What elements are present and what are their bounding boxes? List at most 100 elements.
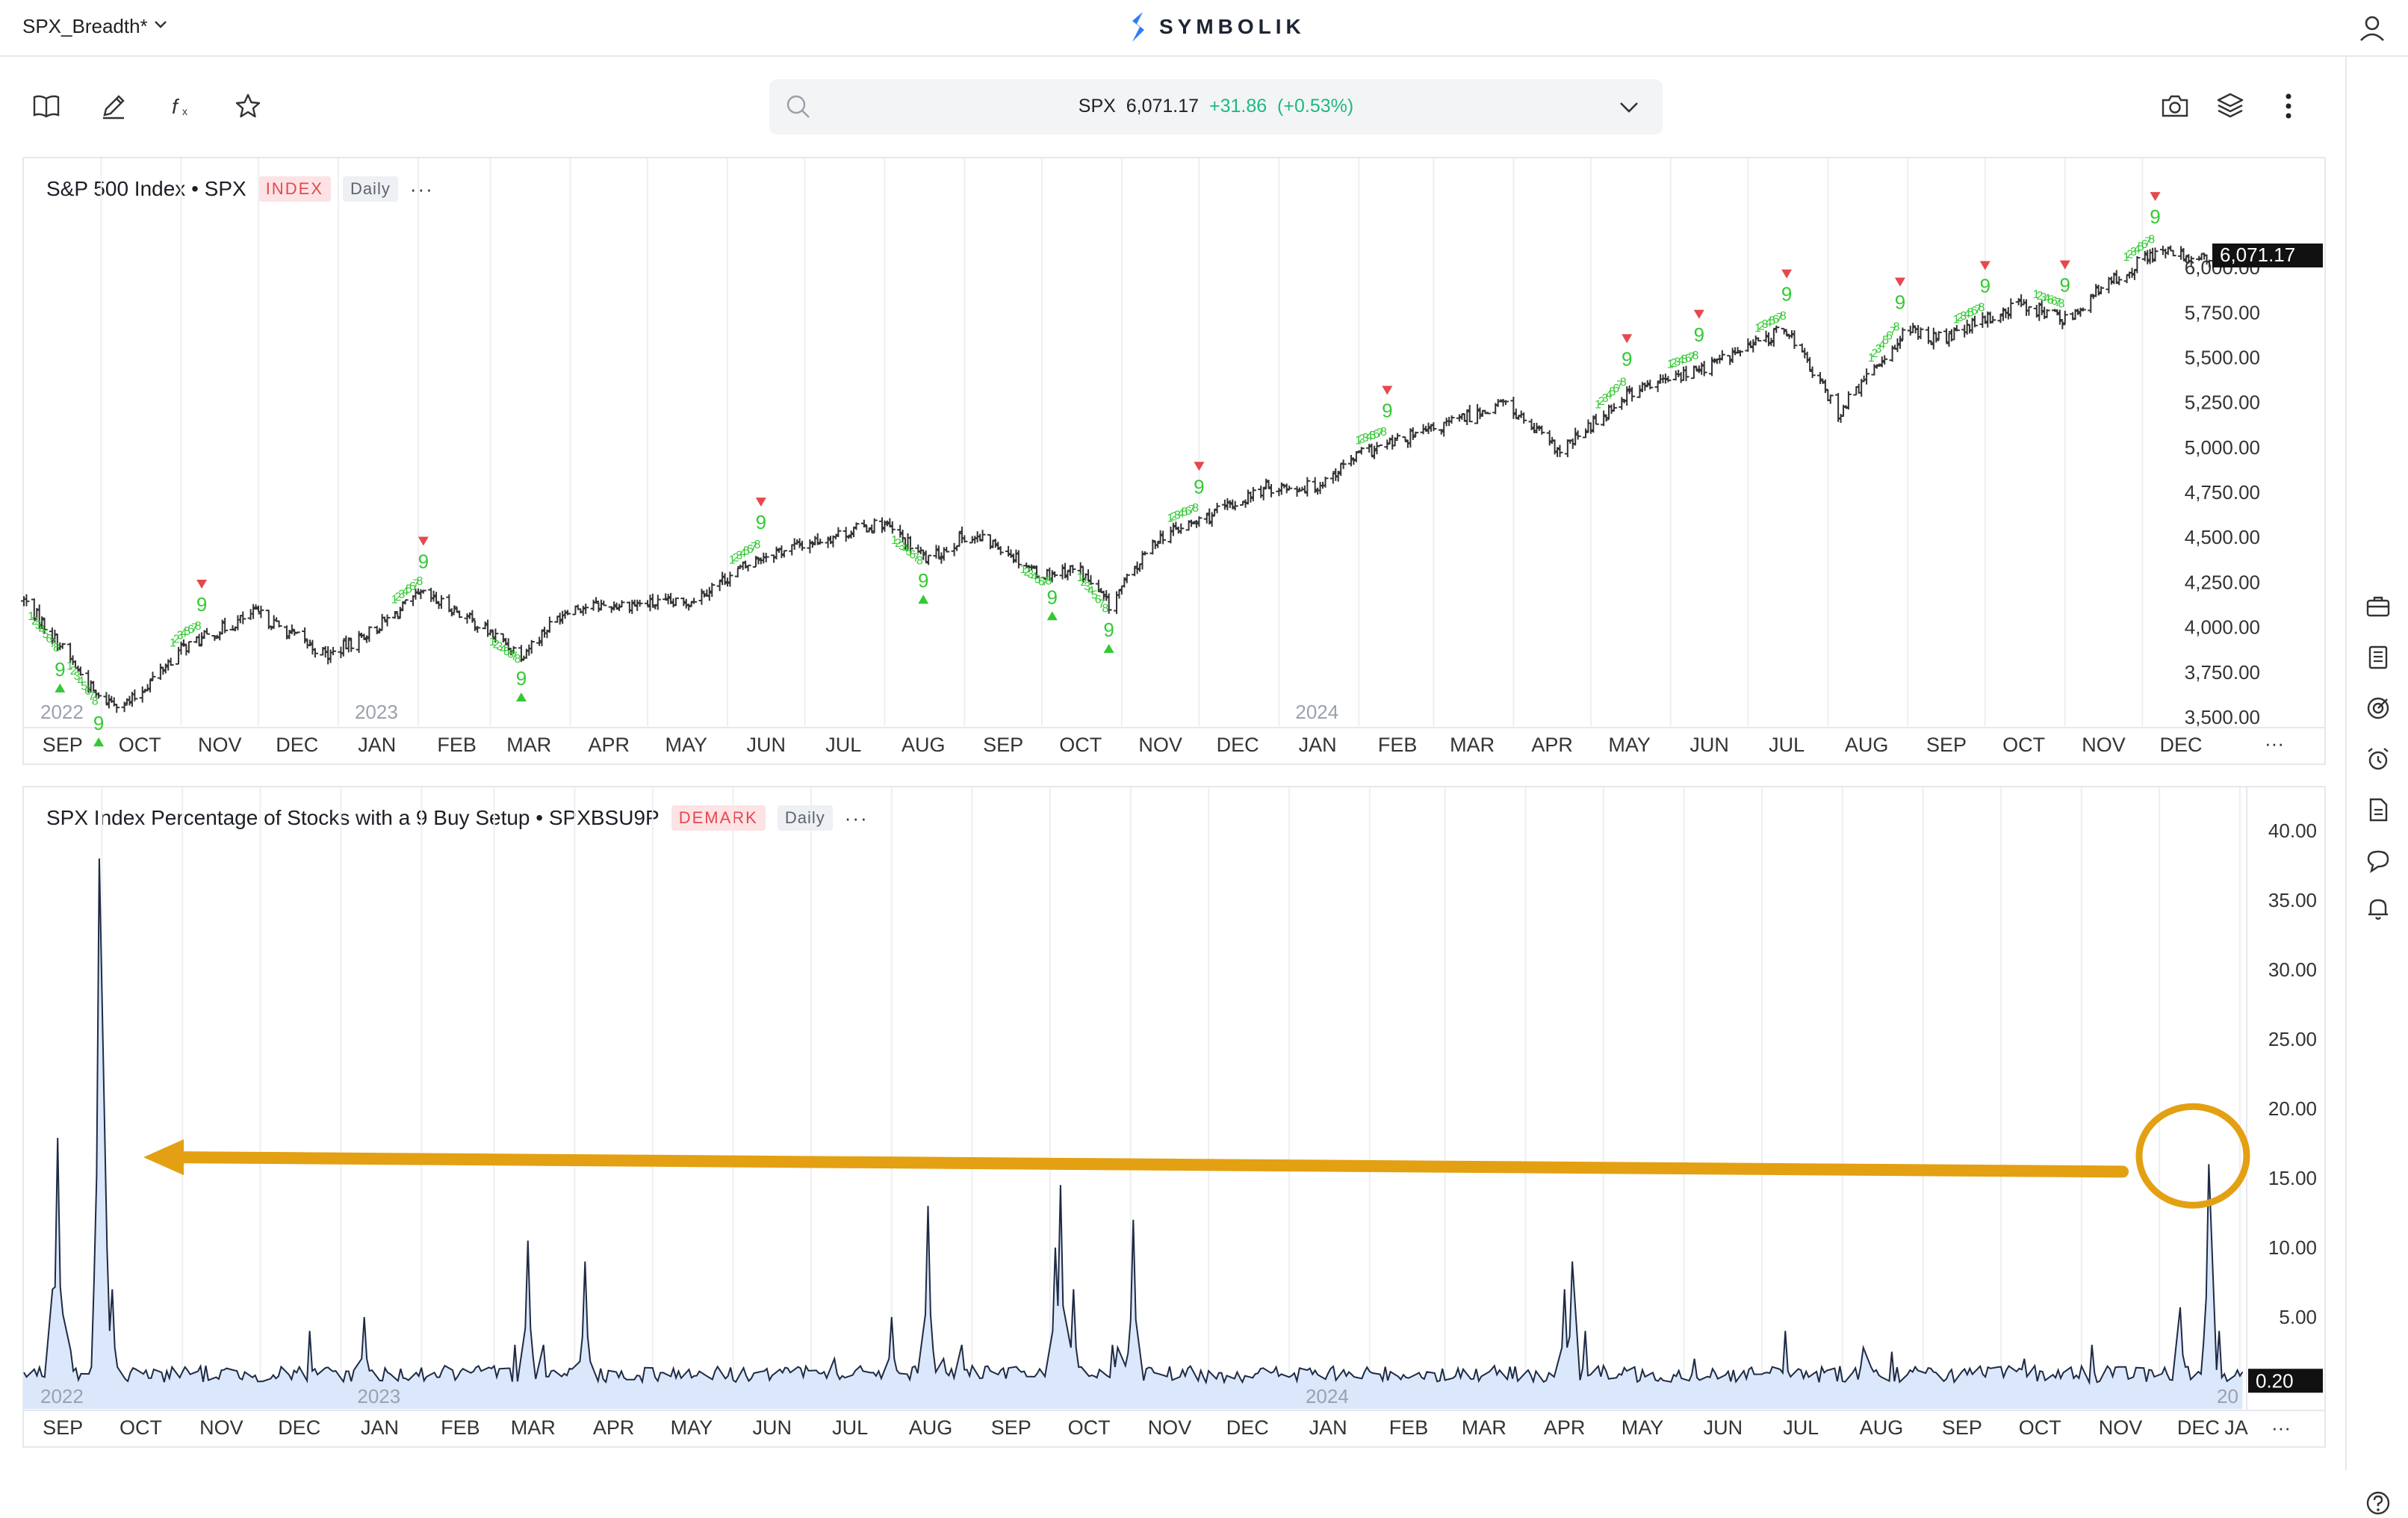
setup-count-label: 8	[754, 539, 761, 551]
last-price-label: 6,071.17	[2220, 244, 2295, 266]
setup-count-label: 8	[2058, 298, 2064, 311]
watchlist-button[interactable]	[230, 88, 266, 124]
setup-nine-label: 9	[418, 550, 429, 572]
month-tick-label: MAR	[1462, 1416, 1506, 1439]
indicator-button[interactable]: f x	[163, 88, 199, 124]
setup-count-label: 2	[493, 638, 500, 651]
snapshot-button[interactable]	[2157, 88, 2193, 124]
chevron-down-icon[interactable]	[1618, 96, 1640, 118]
demark-badge: DEMARK	[671, 805, 766, 831]
month-tick-label: OCT	[2002, 734, 2045, 756]
price-series[interactable]	[21, 245, 2212, 713]
breadth-chart-more-button[interactable]: ···	[844, 806, 869, 829]
setup-count-label: 5	[184, 625, 190, 638]
setup-count-label: 7	[88, 690, 95, 703]
sell-setup-marker	[1781, 269, 1793, 279]
setup-count-label: 6	[187, 624, 194, 636]
breadth-chart-title: SPX Index Percentage of Stocks with a 9 …	[46, 806, 660, 829]
notifications-button[interactable]	[2363, 893, 2393, 923]
setup-count-label: 3	[398, 589, 405, 601]
month-tick-label: SEP	[991, 1416, 1031, 1439]
price-chart-panel	[22, 157, 2326, 765]
setup-count-label: 6	[84, 685, 91, 698]
month-tick-label: JA	[2224, 1416, 2248, 1439]
book-button[interactable]	[28, 88, 64, 124]
year-label: 2024	[1295, 701, 1338, 723]
setup-count-label: 2	[173, 633, 180, 646]
setup-count-label: 1	[1167, 512, 1173, 524]
quote-display: SPX 6,071.17 +31.86 (+0.53%)	[769, 96, 1663, 117]
annotation-circle	[2135, 1103, 2250, 1209]
setup-count-label: 8	[1893, 320, 1900, 333]
setup-nine-label: 9	[2150, 205, 2160, 228]
chevron-down-icon[interactable]	[152, 16, 169, 33]
more-menu-button[interactable]	[2271, 88, 2306, 124]
month-tick-label: AUG	[1860, 1416, 1904, 1439]
setup-count-label: 2	[70, 665, 77, 678]
targets-button[interactable]	[2363, 693, 2393, 723]
buy-setup-marker	[1046, 611, 1058, 621]
svg-text:x: x	[182, 105, 187, 117]
setup-count-label: 5	[1882, 334, 1889, 347]
price-chart-more-button[interactable]: ···	[409, 177, 434, 200]
month-tick-label: JUL	[1783, 1416, 1819, 1439]
buy-setup-marker	[55, 683, 66, 693]
setup-count-label: 8	[1979, 302, 1985, 315]
notes-button[interactable]	[2363, 642, 2393, 672]
month-tick-label: JUN	[1689, 734, 1729, 756]
setup-count-label: 2	[895, 537, 902, 550]
draw-button[interactable]	[96, 88, 131, 124]
interval-badge[interactable]: Daily	[342, 176, 398, 202]
setup-count-label: 1	[1754, 322, 1761, 335]
setup-count-label: 6	[1772, 313, 1779, 326]
chat-button[interactable]	[2363, 846, 2393, 876]
quote-change-pct: (+0.53%)	[1277, 96, 1354, 117]
setup-count-label: 1	[1595, 398, 1601, 411]
setup-count-label: 7	[1776, 312, 1783, 324]
month-tick-label: NOV	[2099, 1416, 2143, 1439]
setup-count-label: 1	[1868, 352, 1875, 365]
user-icon[interactable]	[2357, 13, 2387, 43]
portfolio-button[interactable]	[2363, 592, 2393, 622]
reports-button[interactable]	[2363, 795, 2393, 825]
setup-count-label: 2	[1359, 433, 1365, 446]
price-tick-label: 3,750.00	[2185, 661, 2260, 684]
sell-setup-marker	[418, 536, 429, 546]
breadth-series-line[interactable]	[23, 858, 2244, 1386]
setup-count-label: 3	[1027, 569, 1034, 581]
setup-nine-label: 9	[1047, 586, 1058, 608]
setup-count-label: 7	[1890, 325, 1896, 338]
month-tick-label: JUN	[1704, 1416, 1743, 1439]
help-button[interactable]	[2363, 1488, 2393, 1518]
month-tick-label: OCT	[2019, 1416, 2061, 1439]
sell-setup-marker	[2150, 192, 2161, 202]
svg-text:f: f	[172, 95, 180, 118]
notebook-icon	[2368, 645, 2388, 669]
alarms-button[interactable]	[2363, 744, 2393, 774]
top-bar: SPX_Breadth* SYMBOLIK	[0, 0, 2408, 57]
setup-count-label: 2	[2037, 290, 2044, 303]
setup-count-label: 3	[1602, 392, 1609, 405]
sell-setup-marker	[1382, 385, 1393, 395]
breadth-tick-label: 5.00	[2279, 1306, 2317, 1328]
index-badge: INDEX	[258, 176, 331, 202]
month-tick-label: MAR	[506, 734, 551, 756]
month-tick-label: JAN	[361, 1416, 399, 1439]
year-label: 2024	[1306, 1385, 1349, 1407]
month-tick-label: DEC	[2177, 1416, 2220, 1439]
star-icon	[235, 93, 261, 118]
setup-count-label: 3	[1960, 310, 1967, 323]
symbol-search-bar[interactable]: SPX 6,071.17 +31.86 (+0.53%)	[769, 79, 1663, 134]
setup-count-label: 5	[1091, 589, 1098, 602]
document-title[interactable]: SPX_Breadth*	[22, 15, 148, 37]
month-tick-label: NOV	[1148, 1416, 1192, 1439]
setup-count-label: 2	[1671, 357, 1678, 370]
alarm-clock-icon	[2368, 748, 2389, 770]
breadth-chart-header: SPX Index Percentage of Stocks with a 9 …	[46, 805, 869, 831]
interval-badge[interactable]: Daily	[777, 805, 833, 831]
setup-count-label: 5	[1370, 430, 1377, 442]
month-tick-label: APR	[1544, 1416, 1586, 1439]
app-logo: SYMBOLIK	[1126, 10, 1306, 43]
layers-button[interactable]	[2212, 88, 2248, 124]
charts-canvas[interactable]: SEP OCT NOV DEC JAN FEB MAR APR MAY JUN JUL AUG SEP O…	[0, 0, 2408, 1470]
